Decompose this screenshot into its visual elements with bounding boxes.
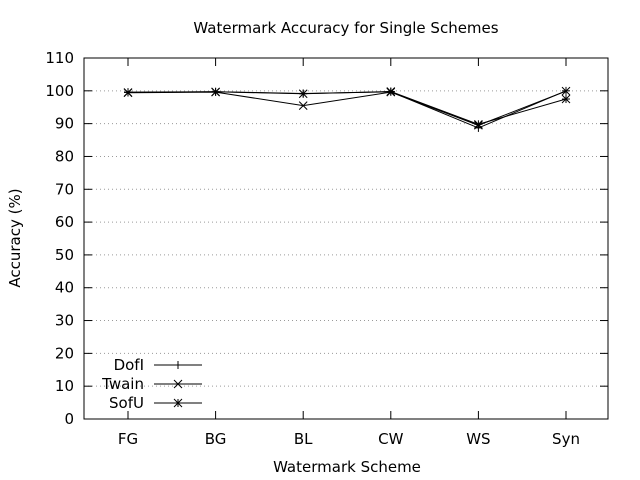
data-point-sofu (298, 89, 308, 99)
y-tick-label: 40 (55, 279, 74, 297)
y-tick-label: 0 (64, 410, 74, 428)
x-tick-label: BL (294, 430, 313, 448)
axis-ticks: 0 10 20 30 40 50 60 70 80 90 100 110 FG BG BL CW WS Syn (45, 49, 608, 448)
marker-stroke (474, 119, 483, 129)
legend-marker-twain (173, 379, 183, 389)
marker-stroke (561, 86, 571, 96)
y-tick-label: 50 (55, 246, 74, 264)
plot-frame (83, 57, 609, 420)
chart-title: Watermark Accuracy for Single Schemes (193, 19, 498, 37)
series-line-sofu (127, 90, 567, 125)
y-tick-label: 100 (45, 82, 74, 100)
data-point-sofu (561, 94, 571, 104)
x-tick-label: BG (205, 430, 227, 448)
y-tick-label: 90 (55, 115, 74, 133)
data-point-twain (561, 86, 571, 96)
data-point-sofu (474, 119, 483, 129)
marker-stroke (386, 87, 396, 96)
legend-marker-dofi (174, 361, 182, 369)
y-tick-label: 10 (55, 377, 74, 395)
legend-marker-sofu (173, 398, 183, 408)
legend-label-dofi: DofI (114, 356, 144, 374)
x-axis-label: Watermark Scheme (273, 458, 421, 476)
marker-stroke (173, 398, 183, 408)
x-tick-label: FG (118, 430, 138, 448)
y-tick-label: 110 (45, 49, 74, 67)
series-line-dofi (127, 90, 567, 129)
series-group (123, 86, 571, 132)
marker-stroke (298, 89, 308, 99)
y-tick-label: 80 (55, 147, 74, 165)
y-tick-label: 20 (55, 344, 74, 362)
marker-stroke (123, 88, 133, 97)
series-line-twain (127, 90, 567, 126)
marker-stroke (298, 101, 308, 110)
data-point-sofu (123, 88, 133, 97)
marker-stroke (561, 94, 571, 104)
y-tick-label: 60 (55, 213, 74, 231)
x-tick-label: CW (378, 430, 403, 448)
x-tick-label: Syn (552, 430, 580, 448)
y-tick-label: 70 (55, 180, 74, 198)
x-tick-label: WS (466, 430, 490, 448)
y-axis-label: Accuracy (%) (6, 188, 24, 287)
y-tick-label: 30 (55, 312, 74, 330)
legend-label-twain: Twain (101, 375, 144, 393)
data-point-sofu (211, 87, 220, 97)
data-point-sofu (386, 87, 396, 96)
data-point-twain (298, 101, 308, 110)
legend-label-sofu: SofU (109, 394, 144, 412)
marker-stroke (173, 379, 183, 389)
marker-stroke (211, 87, 220, 97)
grid-lines (84, 90, 608, 387)
